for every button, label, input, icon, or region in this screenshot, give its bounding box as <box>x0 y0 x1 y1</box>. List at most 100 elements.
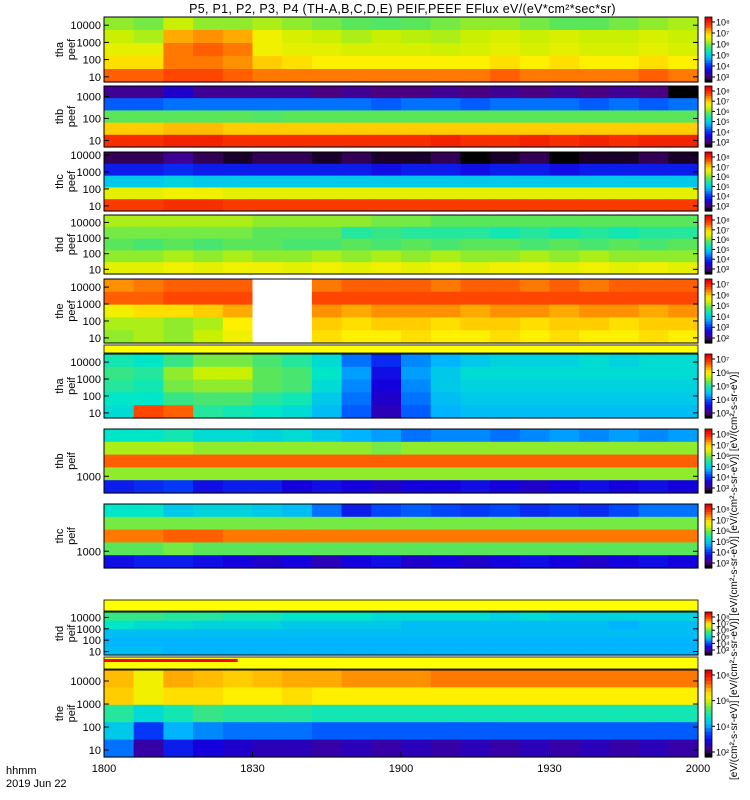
heatmap-cell <box>104 163 135 177</box>
heatmap-cell <box>371 238 402 251</box>
heatmap-cell <box>579 480 610 494</box>
heatmap-cell <box>460 454 491 468</box>
heatmap-cell <box>490 69 521 83</box>
colorbar-unit-label: [eV/(cm²-s-sr-eV)] [eV/(cm²-s-sr-eV)] [e… <box>729 371 740 780</box>
y-tick-label: 100 <box>83 635 101 647</box>
heatmap-cell <box>222 134 254 148</box>
colorbar-swatch <box>705 466 712 470</box>
colorbar-swatch <box>705 490 712 494</box>
heatmap-cell <box>668 122 699 136</box>
heatmap-cell <box>430 56 461 70</box>
heatmap-cell <box>311 441 343 456</box>
heatmap-cell <box>401 226 432 240</box>
heatmap-cell <box>163 366 194 381</box>
heatmap-cell <box>579 441 610 456</box>
heatmap-cell <box>579 199 610 212</box>
heatmap-cell <box>549 637 580 647</box>
heatmap-cell <box>104 620 135 630</box>
colorbar-swatch <box>705 88 712 92</box>
heatmap-cell <box>371 542 402 556</box>
heatmap-cell <box>133 291 164 306</box>
heatmap-cell <box>608 392 640 406</box>
heatmap-cell <box>430 366 461 381</box>
colorbar-tick-label: 10⁶ <box>716 40 730 50</box>
y-tick-label: 10 <box>89 201 101 213</box>
heatmap-cell <box>579 704 610 723</box>
heatmap-cell <box>638 354 669 368</box>
y-tick-label: 100 <box>83 184 101 196</box>
heatmap-cell <box>430 629 461 639</box>
heatmap-cell <box>133 480 164 494</box>
colorbar-swatch <box>705 183 712 188</box>
colorbar-swatch <box>705 626 712 629</box>
heatmap-cell <box>311 43 343 57</box>
heatmap-cell <box>371 175 402 188</box>
colorbar-swatch <box>705 533 712 537</box>
heatmap-cell <box>430 429 461 443</box>
heatmap-cell <box>104 17 135 31</box>
heatmap-cell <box>282 379 313 393</box>
heatmap-cell <box>460 429 491 443</box>
heatmap-cell <box>579 187 610 200</box>
heatmap-cell <box>193 704 224 723</box>
heatmap-cell <box>401 262 432 275</box>
y-axis-label: peef <box>66 170 78 192</box>
heatmap-cell <box>133 215 164 228</box>
heatmap-cell <box>341 555 372 569</box>
heatmap-cell <box>579 405 610 419</box>
heatmap-cell <box>460 646 491 656</box>
heatmap-cell <box>668 379 699 393</box>
heatmap-cell <box>163 467 194 481</box>
heatmap-cell <box>638 317 669 331</box>
gap-band <box>103 344 699 354</box>
heatmap-cell <box>490 199 521 212</box>
heatmap-cell <box>371 429 402 443</box>
colorbar-tick-label: 10³ <box>716 73 729 83</box>
heatmap-cell <box>608 250 640 263</box>
heatmap-cell <box>133 687 164 706</box>
heatmap-cell <box>401 187 432 200</box>
heatmap-cell <box>282 110 313 124</box>
heatmap-cell <box>668 392 699 406</box>
heatmap-cell <box>430 504 461 518</box>
heatmap-cell <box>341 687 372 706</box>
heatmap-cell <box>401 122 432 136</box>
heatmap-cell <box>282 722 313 741</box>
heatmap-cell <box>282 405 313 419</box>
no-data-gap <box>252 279 312 343</box>
colorbar-swatch <box>705 702 712 707</box>
heatmap-cell <box>549 704 580 723</box>
heatmap-cell <box>401 687 432 706</box>
colorbar-swatch <box>705 271 712 275</box>
heatmap-cell <box>668 687 699 706</box>
heatmap-cell <box>341 279 372 293</box>
heatmap-cell <box>460 238 491 251</box>
heatmap-cell <box>282 238 313 251</box>
heatmap-cell <box>282 163 313 177</box>
colorbar-swatch <box>705 482 712 486</box>
colorbar-swatch <box>705 71 712 75</box>
heatmap-cell <box>163 629 194 639</box>
gap-band <box>103 656 699 670</box>
heatmap-cell <box>579 454 610 468</box>
y-tick-label: 10 <box>89 72 101 84</box>
heatmap-cell <box>133 43 164 57</box>
heatmap-cell <box>549 330 580 344</box>
heatmap-cell <box>460 480 491 494</box>
heatmap-cell <box>222 441 254 456</box>
heatmap-cell <box>163 429 194 443</box>
colorbar-swatch <box>705 239 712 243</box>
heatmap-cell <box>608 405 640 419</box>
y-tick-label: 100 <box>83 249 101 261</box>
heatmap-cell <box>668 739 699 758</box>
heatmap-cell <box>163 238 194 251</box>
heatmap-cell <box>341 379 372 393</box>
heatmap-cell <box>252 722 283 741</box>
heatmap-cell <box>311 152 343 165</box>
colorbar-tick-label: 10⁶ <box>716 626 730 636</box>
colorbar-swatch <box>705 131 712 135</box>
heatmap-cell <box>222 69 254 83</box>
colorbar-swatch <box>705 396 712 400</box>
